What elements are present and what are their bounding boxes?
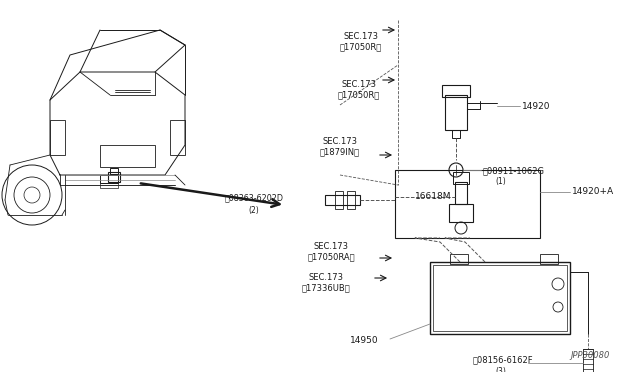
Text: 14920+A: 14920+A: [572, 187, 614, 196]
Text: (3): (3): [495, 367, 506, 372]
Text: 16618M: 16618M: [415, 192, 451, 201]
Text: 14950: 14950: [350, 336, 379, 345]
Bar: [170, 120, 185, 155]
Bar: [442, 85, 470, 97]
Bar: [395, 170, 540, 238]
Text: ⓝ08911-1062G: ⓝ08911-1062G: [483, 166, 545, 175]
Text: Ⓝ08363-6202D: Ⓝ08363-6202D: [225, 193, 284, 202]
Bar: [453, 172, 469, 184]
Bar: [110, 168, 118, 174]
Bar: [325, 195, 360, 205]
Bar: [50, 120, 65, 155]
Text: 14920: 14920: [522, 102, 550, 111]
Text: SEC.173
【1879IN】: SEC.173 【1879IN】: [320, 137, 360, 157]
Bar: [540, 254, 558, 264]
Bar: [433, 265, 567, 331]
Bar: [449, 204, 473, 222]
Bar: [100, 145, 155, 167]
Text: (1): (1): [495, 177, 506, 186]
Bar: [583, 349, 593, 372]
Text: (2): (2): [248, 206, 259, 215]
Bar: [347, 191, 355, 209]
Text: SEC.173
【17050RA】: SEC.173 【17050RA】: [307, 242, 355, 262]
Bar: [100, 175, 118, 183]
Bar: [335, 191, 343, 209]
Bar: [100, 183, 118, 188]
Bar: [450, 254, 468, 264]
Bar: [455, 182, 467, 204]
Bar: [452, 130, 460, 138]
Bar: [108, 172, 120, 182]
Text: JPP30080: JPP30080: [571, 351, 610, 360]
Text: ⒳08156-6162F: ⒳08156-6162F: [473, 355, 534, 364]
Text: SEC.173
【17050R】: SEC.173 【17050R】: [340, 32, 382, 52]
Bar: [430, 262, 570, 334]
Text: SEC.173
【17336UB】: SEC.173 【17336UB】: [301, 273, 350, 293]
Text: SEC.173
【17050R】: SEC.173 【17050R】: [338, 80, 380, 100]
Bar: [445, 95, 467, 130]
